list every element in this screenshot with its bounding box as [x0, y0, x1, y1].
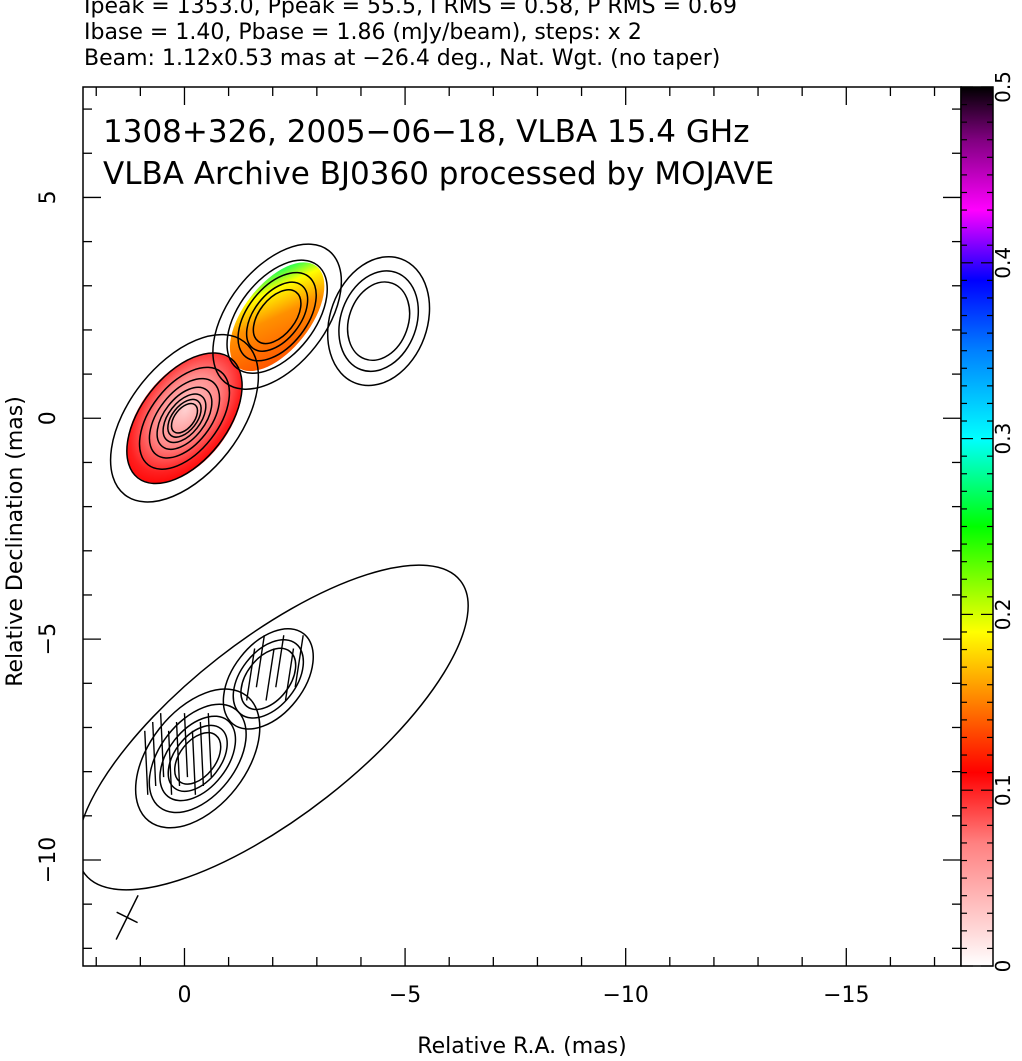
y-tick-label: −10 [36, 837, 61, 883]
beam-marker [115, 894, 139, 940]
polarization-vector [175, 721, 181, 787]
x-axis-label: Relative R.A. (mas) [417, 1034, 626, 1059]
colorbar-tick-label: 0 [991, 960, 1015, 973]
contour-outer-jet [338, 270, 420, 373]
x-tick-label: −10 [602, 983, 648, 1008]
polarization-vector [255, 635, 266, 688]
contour-core [170, 402, 199, 434]
colormap-jet-region [229, 262, 325, 372]
y-tick-label: 0 [36, 411, 61, 425]
polarization-vector [284, 648, 295, 701]
contour-core [156, 386, 213, 451]
polarization-vector [245, 648, 256, 701]
contour-outer-jet [326, 255, 431, 387]
header-line-2: Ibase = 1.40, Pbase = 1.86 (mJy/beam), s… [84, 20, 642, 45]
contour-jet [245, 281, 309, 352]
y-tick-labels: 5 0 −5 −10 [36, 190, 61, 883]
x-tick-label: 0 [177, 983, 191, 1008]
contour-polarization [167, 724, 228, 793]
contour-polarization [148, 703, 247, 814]
contour-jet [226, 259, 328, 374]
contour-core [138, 366, 231, 470]
y-axis-ticks [83, 108, 961, 949]
source-annotation: 1308+326, 2005−06−18, VLBA 15.4 GHz [103, 114, 749, 150]
colorbar-tick-label: 0.4 [991, 247, 1015, 279]
contour-polarization [173, 731, 222, 785]
header-line-1: Ipeak = 1353.0, Ppeak = 55.5, I RMS = 0.… [84, 0, 737, 19]
polarization-colormap [126, 262, 325, 484]
contour-core [162, 393, 207, 444]
colorbar-tick-label: 0.2 [991, 598, 1015, 630]
colorbar-tick-labels: 0 0.1 0.2 0.3 0.4 0.5 [991, 71, 1015, 972]
polarization-vector [159, 713, 165, 778]
contour-polarization [240, 647, 297, 711]
polarization-vectors [144, 635, 304, 795]
contour-core [126, 352, 243, 485]
x-tick-label: −5 [389, 983, 421, 1008]
contour-polarization [232, 639, 305, 719]
polarization-vector [183, 713, 189, 778]
colorbar-ticks [961, 86, 993, 967]
x-tick-label: −15 [823, 983, 869, 1008]
contour-polarization-envelope [83, 564, 469, 891]
contour-core [109, 333, 260, 503]
polarization-vector [265, 648, 275, 701]
y-tick-label: −5 [36, 623, 61, 655]
polarization-vector [275, 635, 285, 688]
polarization-vector [294, 635, 304, 688]
colorbar-tick-label: 0.5 [991, 71, 1015, 103]
plot-frame [82, 86, 962, 967]
contour-core [167, 398, 202, 438]
polarization-vector [152, 721, 157, 787]
contour-jet [237, 271, 317, 362]
contour-outer-jet [346, 281, 411, 362]
archive-annotation: VLBA Archive BJ0360 processed by MOJAVE [103, 156, 774, 192]
contour-polarization [159, 715, 237, 802]
polarization-vector [207, 713, 213, 778]
contour-jet [212, 243, 343, 390]
y-tick-label: 5 [36, 190, 61, 204]
x-tick-labels: 0 −5 −10 −15 [177, 983, 869, 1008]
contour-layer [83, 243, 469, 891]
polarization-vector [144, 730, 149, 795]
y-axis-label: Relative Declination (mas) [3, 396, 28, 687]
contour-polarization [134, 688, 261, 829]
contour-core [148, 377, 221, 459]
polarization-vector [199, 721, 205, 787]
header-line-3: Beam: 1.12x0.53 mas at −26.4 deg., Nat. … [84, 46, 721, 71]
polarization-vector [167, 730, 173, 795]
beam-minor-axis [116, 911, 138, 924]
x-axis-ticks [95, 87, 936, 966]
colorbar-tick-label: 0.1 [991, 774, 1015, 806]
colorbar-tick-label: 0.3 [991, 423, 1015, 455]
contour-jet [252, 289, 302, 345]
polarization-vector [191, 730, 197, 795]
contour-polarization [222, 627, 315, 730]
